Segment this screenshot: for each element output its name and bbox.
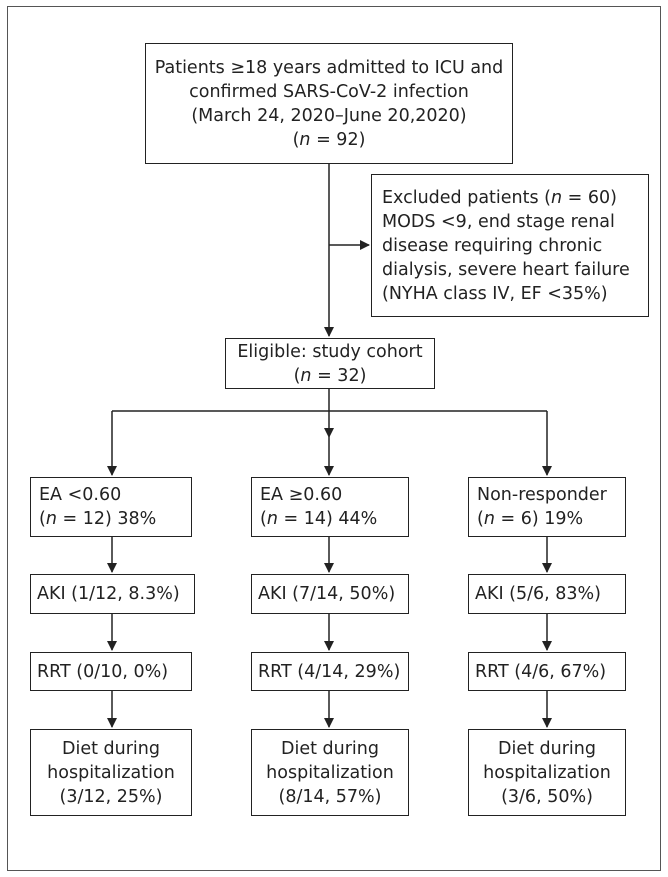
excluded-line-3: disease requiring chronic [382, 235, 603, 256]
group-2-diet-line-2: hospitalization [266, 762, 394, 783]
group-3-diet-line-3: (3/6, 50%) [501, 786, 593, 807]
group-1-aki-box: AKI (1/12, 8.3%) [30, 574, 195, 614]
group-1-header-line-1: EA <0.60 [39, 485, 122, 505]
group-2-aki-text: AKI (7/14, 50%) [258, 584, 396, 604]
group-1-rrt-box: RRT (0/10, 0%) [30, 652, 192, 691]
group-3-aki-box: AKI (5/6, 83%) [468, 574, 626, 614]
group-2-n-line: (n = 14) 44% [260, 509, 378, 529]
group-3-header-line-1: Non-responder [477, 485, 607, 505]
top-box-line-2: confirmed SARS-CoV-2 infection [189, 81, 469, 102]
top-box-line-3: (March 24, 2020–June 20,2020) [191, 105, 467, 126]
group-2-diet-line-1: Diet during [281, 738, 379, 759]
group-3-diet-box: Diet during hospitalization (3/6, 50%) [468, 729, 626, 816]
figure-frame [7, 6, 661, 871]
group-1-diet-line-1: Diet during [62, 738, 160, 759]
top-box-patients-admitted: Patients ≥18 years admitted to ICU and c… [145, 43, 513, 164]
group-3-rrt-box: RRT (4/6, 67%) [468, 652, 626, 691]
group-3-header-box: Non-responder (n = 6) 19% [468, 477, 626, 537]
group-1-diet-line-2: hospitalization [47, 762, 175, 783]
group-2-rrt-text: RRT (4/14, 29%) [258, 661, 401, 682]
excluded-line-5: (NYHA class IV, EF <35%) [382, 283, 608, 304]
group-3-aki-text: AKI (5/6, 83%) [475, 584, 602, 604]
group-2-header-line-1: EA ≥0.60 [260, 485, 343, 505]
group-2-header-box: EA ≥0.60 (n = 14) 44% [251, 477, 409, 537]
excluded-line-2: MODS <9, end stage renal [382, 211, 615, 232]
excluded-patients-box: Excluded patients (n = 60) MODS <9, end … [371, 174, 649, 317]
eligible-cohort-box: Eligible: study cohort (n = 32) [225, 338, 435, 389]
group-2-aki-box: AKI (7/14, 50%) [251, 574, 409, 614]
excluded-line-4: dialysis, severe heart failure [382, 259, 630, 280]
group-2-diet-line-3: (8/14, 57%) [278, 786, 382, 807]
cohort-line-1: Eligible: study cohort [237, 341, 423, 362]
top-box-n-line: (n = 92) [292, 129, 366, 150]
group-1-aki-text: AKI (1/12, 8.3%) [37, 584, 180, 604]
group-1-diet-line-3: (3/12, 25%) [59, 786, 163, 807]
group-1-rrt-text: RRT (0/10, 0%) [37, 661, 169, 682]
group-3-rrt-text: RRT (4/6, 67%) [475, 661, 607, 682]
group-1-n-line: (n = 12) 38% [39, 509, 157, 529]
group-3-n-line: (n = 6) 19% [477, 509, 584, 529]
group-1-diet-box: Diet during hospitalization (3/12, 25%) [30, 729, 192, 816]
group-3-diet-line-2: hospitalization [483, 762, 611, 783]
excluded-line-1: Excluded patients (n = 60) [382, 187, 617, 208]
group-2-diet-box: Diet during hospitalization (8/14, 57%) [251, 729, 409, 816]
group-2-rrt-box: RRT (4/14, 29%) [251, 652, 409, 691]
group-3-diet-line-1: Diet during [498, 738, 596, 759]
cohort-n-line: (n = 32) [293, 365, 367, 386]
group-1-header-box: EA <0.60 (n = 12) 38% [30, 477, 192, 537]
top-box-line-1: Patients ≥18 years admitted to ICU and [154, 57, 504, 78]
